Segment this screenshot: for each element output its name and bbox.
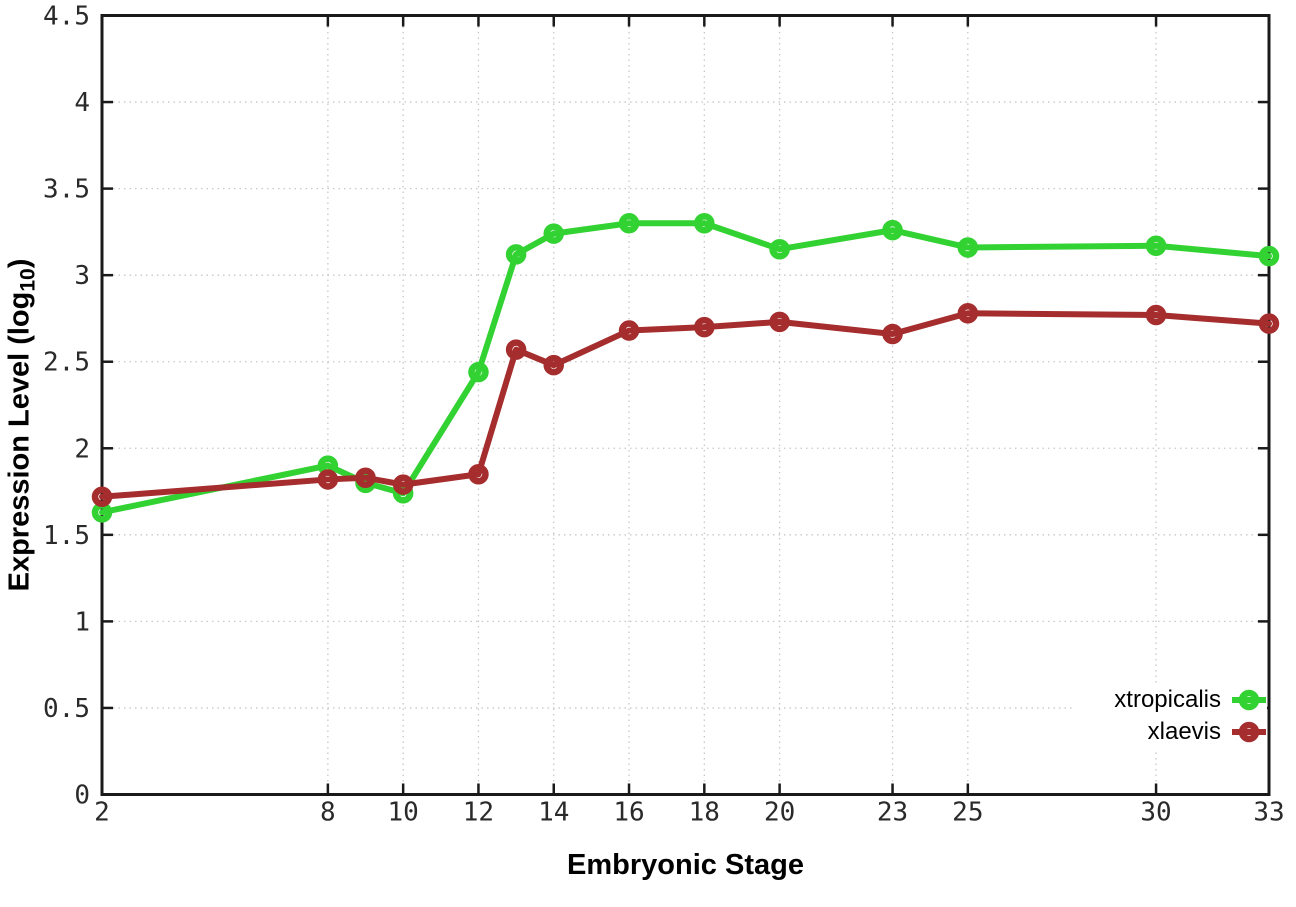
xtropicalis-marker [618, 212, 640, 234]
y-tick-label: 0 [74, 781, 90, 811]
xlaevis-marker [1145, 304, 1167, 326]
xlaevis-marker [317, 469, 339, 490]
xtropicalis-marker [1145, 235, 1167, 256]
y-axis-title-subscript: 10 [16, 268, 40, 292]
x-tick-label: 10 [388, 798, 419, 828]
xlaevis-marker [1258, 313, 1280, 334]
xlaevis-marker [355, 467, 376, 488]
xtropicalis-marker [882, 219, 903, 241]
xlaevis-line [99, 310, 1272, 500]
xlaevis-marker [769, 311, 790, 333]
xlaevis-marker [618, 320, 640, 341]
y-tick-label: 4.5 [43, 2, 90, 32]
x-tick-label: 12 [463, 798, 494, 828]
xtropicalis-marker [505, 244, 527, 265]
y-tick-label: 3.5 [43, 175, 90, 205]
x-tick-label: 33 [1253, 798, 1284, 828]
legend-label-xlaevis: xlaevis [1147, 718, 1221, 745]
legend-item-xlaevis: xlaevis [1075, 717, 1267, 747]
legend: xtropicalis xlaevis [1075, 683, 1267, 749]
legend-label-xtropicalis: xtropicalis [1114, 686, 1221, 713]
legend-sample-marker [1238, 689, 1260, 711]
xlaevis-marker [694, 316, 715, 338]
legend-sample-xlaevis [1232, 721, 1266, 743]
xlaevis-marker [91, 486, 113, 507]
xtropicalis-marker [957, 237, 979, 258]
y-tick-label: 1.5 [43, 521, 90, 551]
xtropicalis-marker [543, 223, 564, 244]
y-axis-title-text: Expression Level (log [3, 291, 36, 592]
y-tick-label: 2 [74, 434, 90, 464]
xtropicalis-marker [694, 212, 715, 234]
y-axis-title: Expression Level (log10) [4, 259, 41, 592]
xlaevis-marker [468, 463, 489, 485]
x-tick-label: 18 [689, 798, 720, 828]
y-tick-label: 0.5 [43, 694, 90, 724]
xtropicalis-marker [468, 361, 489, 383]
xlaevis-marker [505, 339, 527, 360]
xlaevis-marker [957, 303, 979, 324]
x-tick-label: 8 [320, 798, 336, 828]
x-tick-label: 20 [764, 798, 795, 828]
xlaevis-marker [392, 474, 414, 495]
x-tick-label: 2 [94, 798, 110, 828]
y-tick-label: 1 [74, 607, 90, 637]
y-tick-label: 3 [74, 261, 90, 291]
x-tick-label: 14 [538, 798, 569, 828]
x-tick-label: 30 [1140, 798, 1171, 828]
y-tick-label: 4 [74, 88, 90, 118]
xtropicalis-marker [1258, 245, 1280, 267]
x-tick-label: 23 [877, 798, 908, 828]
x-tick-label: 16 [613, 798, 644, 828]
legend-item-xtropicalis: xtropicalis [1075, 685, 1267, 715]
x-tick-label: 25 [952, 798, 983, 828]
y-axis-title-suffix: ) [3, 258, 36, 269]
plot-border [100, 14, 1271, 796]
y-tick-label: 2.5 [43, 348, 90, 378]
xtropicalis-marker [769, 238, 790, 260]
xlaevis-marker [543, 354, 564, 376]
legend-sample-marker [1238, 721, 1260, 743]
legend-sample-xtropicalis [1232, 689, 1266, 711]
x-axis-title: Embryonic Stage [567, 849, 804, 881]
xlaevis-marker [882, 323, 903, 345]
xtropicalis-line [99, 220, 1272, 516]
